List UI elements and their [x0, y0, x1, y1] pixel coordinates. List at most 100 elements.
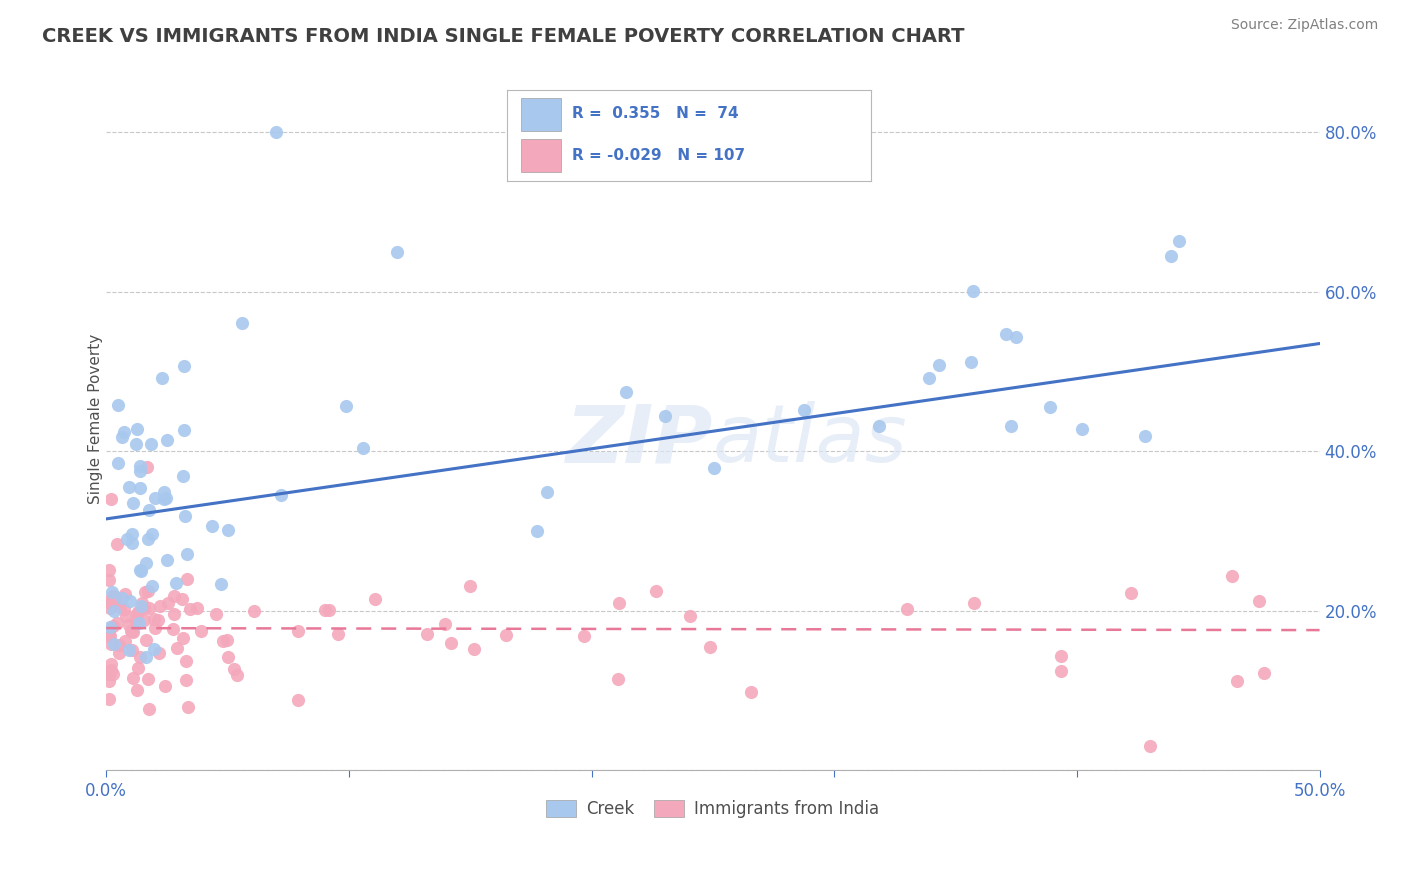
- Point: [108, 646, 131, 660]
- Point: [101, 584, 124, 599]
- Point: [118, 618, 141, 632]
- Point: [222, 662, 245, 676]
- Point: [1139, 739, 1161, 753]
- Point: [127, 605, 149, 619]
- Point: [963, 596, 986, 610]
- Point: [1004, 330, 1026, 344]
- Point: [868, 418, 890, 433]
- Point: [103, 619, 125, 633]
- Point: [699, 640, 721, 654]
- Text: CREEK VS IMMIGRANTS FROM INDIA SINGLE FEMALE POVERTY CORRELATION CHART: CREEK VS IMMIGRANTS FROM INDIA SINGLE FE…: [42, 27, 965, 45]
- Point: [174, 508, 197, 523]
- Point: [190, 624, 212, 639]
- Point: [141, 526, 163, 541]
- Point: [201, 519, 224, 533]
- Point: [125, 607, 148, 622]
- Point: [740, 685, 762, 699]
- Point: [120, 624, 142, 638]
- Point: [458, 579, 481, 593]
- Point: [645, 584, 668, 599]
- Point: [118, 642, 141, 657]
- Point: [100, 657, 122, 672]
- Point: [959, 355, 981, 369]
- Point: [111, 591, 134, 605]
- Point: [104, 593, 127, 607]
- Point: [1000, 419, 1022, 434]
- Point: [117, 532, 139, 546]
- Point: [98, 601, 121, 615]
- Point: [335, 399, 357, 413]
- Point: [225, 667, 247, 681]
- Point: [173, 359, 195, 374]
- Point: [174, 654, 197, 668]
- Point: [1253, 665, 1275, 680]
- Point: [166, 640, 188, 655]
- Point: [118, 480, 141, 494]
- Text: ZIP: ZIP: [565, 401, 713, 479]
- Point: [97, 592, 120, 607]
- Point: [127, 660, 149, 674]
- Point: [121, 643, 143, 657]
- Point: [165, 576, 187, 591]
- Point: [231, 316, 253, 330]
- Point: [215, 632, 238, 647]
- Point: [122, 625, 145, 640]
- Point: [121, 535, 143, 549]
- Point: [135, 556, 157, 570]
- Point: [217, 649, 239, 664]
- Point: [176, 572, 198, 586]
- Point: [170, 591, 193, 606]
- Point: [98, 620, 121, 634]
- Point: [101, 590, 124, 604]
- Point: [103, 604, 125, 618]
- Point: [97, 563, 120, 577]
- Y-axis label: Single Female Poverty: Single Female Poverty: [87, 334, 103, 504]
- Point: [132, 601, 155, 615]
- Point: [141, 579, 163, 593]
- Point: [433, 616, 456, 631]
- Point: [114, 633, 136, 648]
- Point: [105, 591, 128, 605]
- Point: [136, 672, 159, 686]
- Point: [387, 244, 409, 259]
- Point: [122, 496, 145, 510]
- Point: [103, 637, 125, 651]
- Point: [129, 564, 152, 578]
- Point: [679, 608, 702, 623]
- Point: [1050, 665, 1073, 679]
- Point: [114, 587, 136, 601]
- Point: [1119, 586, 1142, 600]
- Point: [264, 125, 287, 139]
- Point: [176, 547, 198, 561]
- Point: [150, 371, 173, 385]
- Point: [112, 425, 135, 439]
- Point: [115, 609, 138, 624]
- Point: [118, 594, 141, 608]
- Point: [111, 430, 134, 444]
- Point: [134, 613, 156, 627]
- Point: [314, 602, 336, 616]
- Point: [125, 614, 148, 628]
- Point: [107, 398, 129, 412]
- Point: [793, 402, 815, 417]
- Point: [108, 600, 131, 615]
- Point: [162, 623, 184, 637]
- Point: [101, 589, 124, 603]
- Point: [212, 633, 235, 648]
- Point: [97, 574, 120, 588]
- Point: [97, 666, 120, 681]
- Point: [125, 437, 148, 451]
- Point: [153, 484, 176, 499]
- Point: [122, 671, 145, 685]
- Point: [135, 650, 157, 665]
- Point: [654, 409, 676, 424]
- Point: [153, 679, 176, 693]
- Point: [172, 469, 194, 483]
- Point: [138, 701, 160, 715]
- Point: [129, 458, 152, 473]
- Text: Source: ZipAtlas.com: Source: ZipAtlas.com: [1230, 18, 1378, 32]
- Point: [129, 650, 152, 665]
- Point: [217, 523, 239, 537]
- Point: [172, 631, 194, 645]
- Point: [173, 423, 195, 437]
